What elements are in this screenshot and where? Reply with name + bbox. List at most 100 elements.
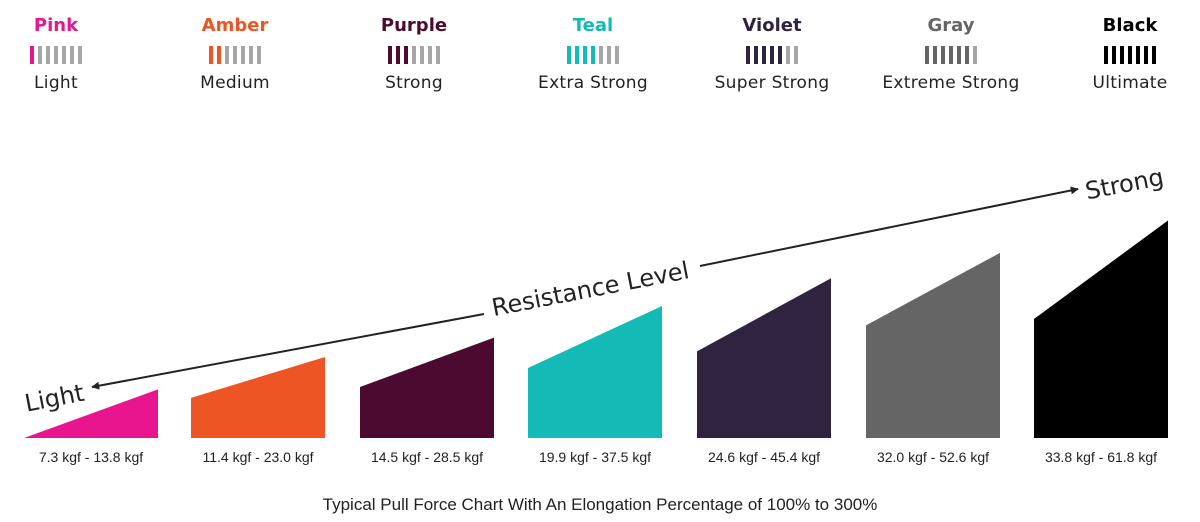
bar-black [1034, 220, 1168, 438]
strength-tick [1120, 46, 1124, 64]
strength-tick [615, 46, 619, 64]
legend-strength-indicator [0, 46, 146, 64]
range-label-gray: 32.0 kgf - 52.6 kgf [877, 449, 989, 465]
legend-level-label: Extreme Strong [882, 73, 1020, 93]
bars [24, 220, 1168, 438]
bar-pink [24, 389, 158, 438]
strength-tick [225, 46, 229, 64]
strength-tick [30, 46, 34, 64]
legend-color-name: Black [1102, 15, 1158, 36]
strength-tick [217, 46, 221, 64]
strength-tick [575, 46, 579, 64]
legend-level-label: Extra Strong [538, 73, 648, 93]
strength-tick [949, 46, 953, 64]
range-label-pink: 7.3 kgf - 13.8 kgf [39, 449, 143, 465]
strength-tick [54, 46, 58, 64]
strength-tick [567, 46, 571, 64]
arrow-left-segment [91, 313, 485, 390]
bar-teal [528, 306, 662, 438]
strength-tick [38, 46, 42, 64]
range-label-amber: 11.4 kgf - 23.0 kgf [202, 449, 313, 465]
legend-item-amber: Amber Medium [145, 14, 325, 94]
strength-tick [412, 46, 416, 64]
strength-tick [786, 46, 790, 64]
strength-tick [233, 46, 237, 64]
strength-tick [436, 46, 440, 64]
strength-tick [794, 46, 798, 64]
strength-tick [933, 46, 937, 64]
legend-color-name: Pink [33, 15, 79, 36]
legend-level-label: Medium [200, 73, 270, 93]
bar-purple [360, 337, 494, 438]
bar-amber [191, 357, 325, 438]
arrow-light-label: Light [22, 379, 86, 418]
strength-tick [1144, 46, 1148, 64]
legend-color-name: Violet [742, 15, 802, 36]
strength-tick [599, 46, 603, 64]
strength-tick [583, 46, 587, 64]
strength-tick [770, 46, 774, 64]
strength-tick [420, 46, 424, 64]
strength-tick [925, 46, 929, 64]
strength-tick [607, 46, 611, 64]
chart-caption: Typical Pull Force Chart With An Elongat… [322, 495, 878, 514]
bar-violet [697, 278, 831, 438]
legend-level-label: Ultimate [1092, 73, 1168, 93]
legend-item-gray: Gray Extreme Strong [861, 14, 1041, 94]
strength-tick [70, 46, 74, 64]
strength-tick [62, 46, 66, 64]
strength-tick [591, 46, 595, 64]
range-label-black: 33.8 kgf - 61.8 kgf [1045, 449, 1157, 465]
strength-tick [1112, 46, 1116, 64]
legend-strength-indicator [324, 46, 504, 64]
strength-tick [1136, 46, 1140, 64]
strength-tick [404, 46, 408, 64]
legend-level-label: Super Strong [714, 73, 830, 93]
strength-tick [1152, 46, 1156, 64]
color-legend: Pink Light Amber Medium Purple Strong Teal Extr… [0, 0, 1200, 110]
strength-tick [388, 46, 392, 64]
strength-tick [396, 46, 400, 64]
strength-tick [762, 46, 766, 64]
strength-tick [249, 46, 253, 64]
strength-tick [754, 46, 758, 64]
strength-tick [46, 46, 50, 64]
legend-strength-indicator [861, 46, 1041, 64]
range-labels: 7.3 kgf - 13.8 kgf 11.4 kgf - 23.0 kgf 14.… [39, 449, 1157, 465]
legend-level-label: Strong [385, 73, 443, 93]
strength-tick [778, 46, 782, 64]
strength-tick [973, 46, 977, 64]
strength-tick [78, 46, 82, 64]
strength-tick [257, 46, 261, 64]
legend-item-violet: Violet Super Strong [682, 14, 862, 94]
strength-tick [941, 46, 945, 64]
strength-tick [957, 46, 961, 64]
legend-level-label: Light [34, 73, 78, 93]
range-label-violet: 24.6 kgf - 45.4 kgf [708, 449, 820, 465]
legend-color-name: Gray [927, 15, 975, 36]
strength-tick [965, 46, 969, 64]
strength-tick [746, 46, 750, 64]
strength-tick [209, 46, 213, 64]
legend-strength-indicator [1040, 46, 1200, 64]
bar-gray [866, 252, 1000, 438]
arrow-right-segment [699, 186, 1079, 267]
legend-strength-indicator [145, 46, 325, 64]
strength-tick [428, 46, 432, 64]
legend-color-name: Purple [380, 15, 448, 36]
range-label-teal: 19.9 kgf - 37.5 kgf [539, 449, 651, 465]
legend-item-purple: Purple Strong [324, 14, 504, 94]
legend-item-black: Black Ultimate [1040, 14, 1200, 94]
strength-tick [1128, 46, 1132, 64]
strength-tick [241, 46, 245, 64]
legend-strength-indicator [503, 46, 683, 64]
legend-color-name: Amber [201, 15, 269, 36]
legend-item-teal: Teal Extra Strong [503, 14, 683, 94]
legend-item-pink: Pink Light [0, 14, 146, 94]
range-label-purple: 14.5 kgf - 28.5 kgf [371, 449, 483, 465]
legend-strength-indicator [682, 46, 862, 64]
legend-color-name: Teal [572, 15, 614, 36]
arrow-strong-label: Strong [1083, 163, 1166, 206]
strength-tick [1104, 46, 1108, 64]
